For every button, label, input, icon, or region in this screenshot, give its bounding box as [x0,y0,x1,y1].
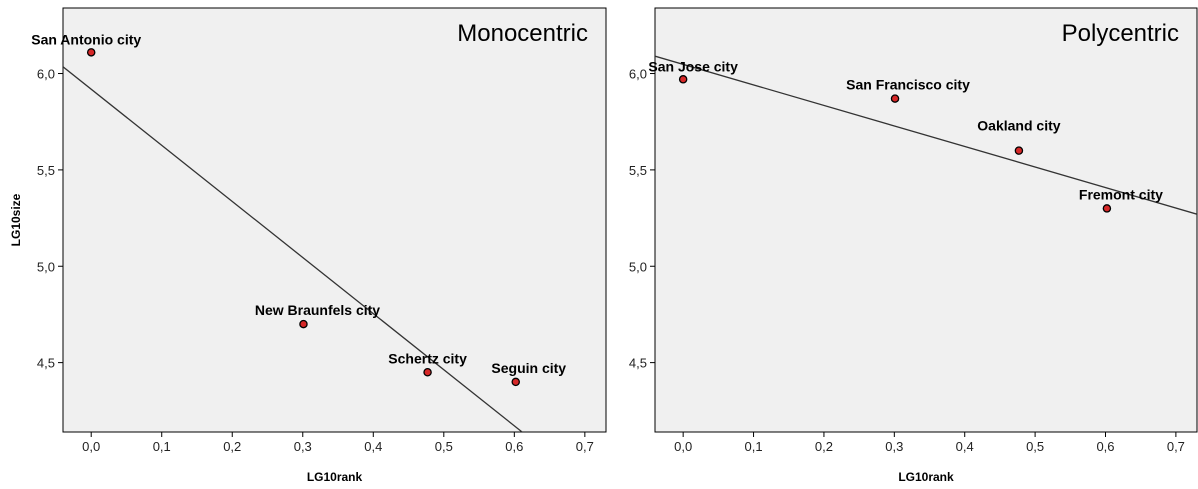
polycentric-x-axis-label: LG10rank [898,470,954,484]
monocentric-x-tick-label: 0,2 [223,439,241,454]
polycentric-point [1102,204,1112,213]
monocentric-plot-area [62,7,607,433]
monocentric-panel: 0,0 0,1 0,2 0,3 0,4 0,5 0,6 0,7 6,0 5,5 5,0 4,5 LG10… [9,7,607,484]
monocentric-x-tick-label: 0,3 [294,439,312,454]
monocentric-y-tick-label: 6,0 [37,67,55,82]
monocentric-x-tick-label: 0,4 [364,439,382,454]
polycentric-x-tick-label: 0,0 [674,439,692,454]
polycentric-y-tick-label: 6,0 [629,67,647,82]
monocentric-fit-line [63,66,523,432]
monocentric-y-axis-label: LG10size [9,193,23,246]
monocentric-x-tick-label: 0,7 [576,439,594,454]
polycentric-y-tick-label: 5,0 [629,259,647,274]
polycentric-plot-area [654,7,1198,433]
polycentric-fit-line [655,55,1197,215]
monocentric-x-tick-label: 0,6 [505,439,523,454]
polycentric-point [678,75,688,84]
monocentric-x-tick-label: 0,1 [153,439,171,454]
monocentric-y-tick-label: 5,0 [37,259,55,274]
monocentric-point [299,319,308,329]
monocentric-title: Monocentric [457,20,588,47]
monocentric-y-tick-label: 4,5 [37,356,55,371]
monocentric-point [86,48,96,57]
monocentric-point-label: Seguin city [491,360,566,376]
monocentric-point [511,377,520,387]
polycentric-point [890,94,900,103]
polycentric-x-tick-label: 0,2 [815,439,833,454]
polycentric-point-label: San Francisco city [846,77,970,93]
monocentric-x-tick-label: 0,0 [82,439,100,454]
polycentric-x-tick-label: 0,1 [745,439,763,454]
polycentric-point-label: San Jose city [648,58,738,74]
polycentric-point-label: Oakland city [977,118,1060,134]
polycentric-point-label: Fremont city [1079,186,1163,202]
polycentric-title: Polycentric [1062,20,1179,47]
monocentric-y-tick-label: 5,5 [37,163,55,178]
polycentric-x-tick-label: 0,4 [956,439,974,454]
monocentric-point-label: San Antonio city [31,31,141,47]
monocentric-point-label: Schertz city [388,350,467,366]
polycentric-x-tick-label: 0,3 [885,439,903,454]
monocentric-x-axis-label: LG10rank [307,470,363,484]
polycentric-x-tick-label: 0,7 [1167,439,1185,454]
monocentric-x-tick-label: 0,5 [435,439,453,454]
polycentric-x-tick-label: 0,5 [1026,439,1044,454]
polycentric-point [1014,146,1024,155]
monocentric-point [423,368,432,377]
polycentric-x-tick-label: 0,6 [1096,439,1114,454]
polycentric-y-tick-label: 5,5 [629,163,647,178]
monocentric-point-label: New Braunfels city [255,302,380,318]
polycentric-y-tick-label: 4,5 [629,356,647,371]
polycentric-panel: 0,0 0,1 0,2 0,3 0,4 0,5 0,6 0,7 6,0 5,5 5,0 4,5 LG10… [629,7,1198,484]
